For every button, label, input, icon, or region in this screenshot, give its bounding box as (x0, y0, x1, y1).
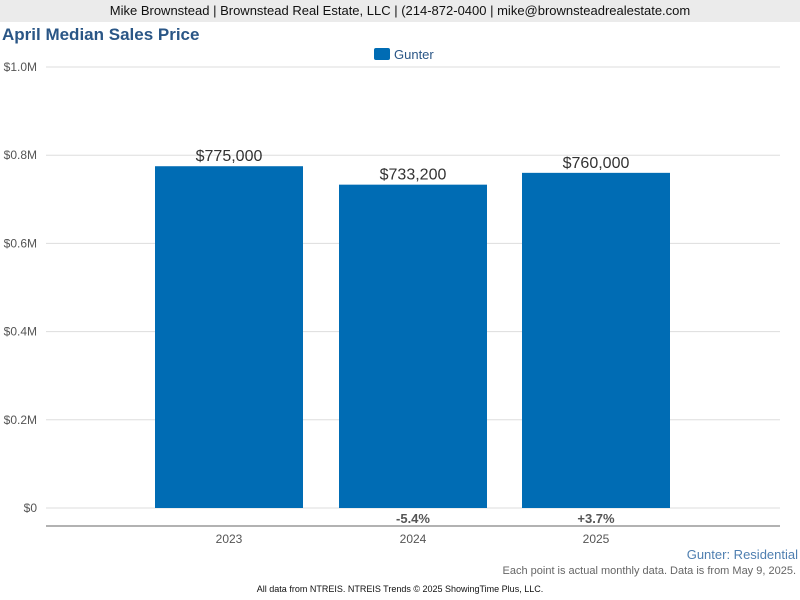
x-tick-label: 2023 (216, 532, 243, 546)
bar (155, 166, 303, 508)
chart-legend[interactable]: Gunter (374, 46, 434, 62)
footer-note: Each point is actual monthly data. Data … (502, 565, 796, 577)
y-tick-label: $0.6M (4, 236, 37, 250)
bar-value-label: $733,200 (380, 167, 447, 184)
top-banner: Mike Brownstead | Brownstead Real Estate… (0, 0, 800, 22)
y-tick-label: $1.0M (4, 60, 37, 74)
bar (339, 184, 487, 508)
y-tick-label: $0.8M (4, 148, 37, 162)
x-tick-label: 2025 (583, 532, 610, 546)
bar (522, 172, 670, 508)
bar-value-label: $775,000 (196, 148, 263, 165)
x-tick-label: 2024 (400, 532, 427, 546)
chart-title: April Median Sales Price (2, 25, 200, 44)
footer-series-label: Gunter: Residential (686, 547, 798, 562)
y-tick-label: $0.4M (4, 325, 37, 339)
footer-credit: All data from NTREIS. NTREIS Trends © 20… (256, 584, 544, 594)
change-label: +3.7% (577, 511, 615, 526)
legend-label: Gunter (394, 46, 434, 62)
change-label: -5.4% (396, 511, 430, 526)
bar-value-label: $760,000 (563, 155, 630, 172)
y-tick-label: $0 (24, 501, 38, 515)
y-tick-label: $0.2M (4, 413, 37, 427)
legend-swatch (374, 48, 390, 60)
